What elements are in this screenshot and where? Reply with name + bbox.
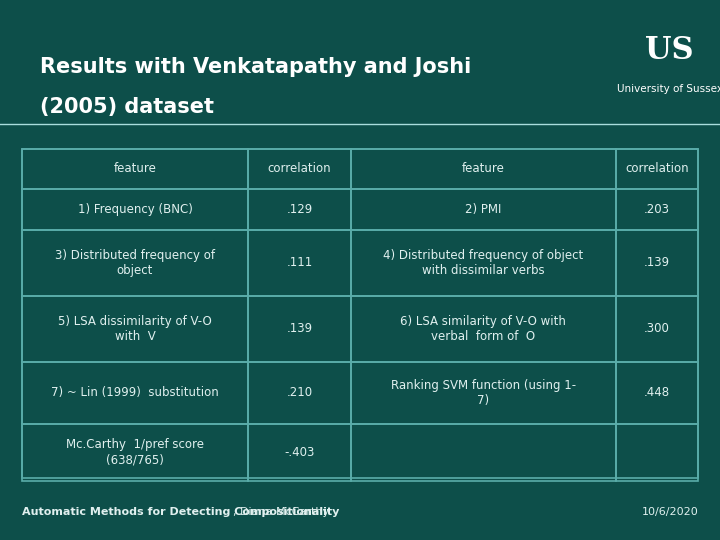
Text: feature: feature xyxy=(462,162,505,176)
Bar xyxy=(22,230,248,296)
Text: .300: .300 xyxy=(644,322,670,335)
Bar xyxy=(351,148,616,189)
Text: feature: feature xyxy=(114,162,156,176)
Text: , Diana McCarthy: , Diana McCarthy xyxy=(233,507,329,517)
Text: correlation: correlation xyxy=(625,162,689,176)
Text: .139: .139 xyxy=(644,256,670,269)
Bar xyxy=(616,230,698,296)
Text: 1) Frequency (BNC): 1) Frequency (BNC) xyxy=(78,203,192,216)
Bar xyxy=(351,230,616,296)
Bar xyxy=(616,296,698,362)
Bar xyxy=(351,362,616,424)
Text: 6) LSA similarity of V-O with
verbal  form of  O: 6) LSA similarity of V-O with verbal for… xyxy=(400,315,566,343)
Bar xyxy=(248,362,351,424)
Text: Ranking SVM function (using 1-
7): Ranking SVM function (using 1- 7) xyxy=(390,379,576,407)
Text: 5) LSA dissimilarity of V-O
with  V: 5) LSA dissimilarity of V-O with V xyxy=(58,315,212,343)
Bar xyxy=(248,424,351,481)
Bar xyxy=(248,296,351,362)
Bar xyxy=(22,148,248,189)
Bar xyxy=(22,424,248,481)
Bar xyxy=(22,189,248,230)
Text: Results with Venkatapathy and Joshi: Results with Venkatapathy and Joshi xyxy=(40,57,471,77)
Text: .203: .203 xyxy=(644,203,670,216)
Bar xyxy=(22,296,248,362)
Text: (2005) dataset: (2005) dataset xyxy=(40,97,214,117)
Text: .448: .448 xyxy=(644,386,670,400)
Bar xyxy=(248,230,351,296)
Text: 7) ~ Lin (1999)  substitution: 7) ~ Lin (1999) substitution xyxy=(51,386,219,400)
Text: 10/6/2020: 10/6/2020 xyxy=(642,507,698,517)
Text: US: US xyxy=(645,35,694,66)
Text: 4) Distributed frequency of object
with dissimilar verbs: 4) Distributed frequency of object with … xyxy=(383,249,583,277)
Bar xyxy=(22,148,698,478)
Text: -.403: -.403 xyxy=(284,446,315,459)
Text: .129: .129 xyxy=(287,203,312,216)
Bar xyxy=(351,296,616,362)
Bar xyxy=(616,362,698,424)
Bar xyxy=(351,424,616,481)
Bar xyxy=(616,189,698,230)
Text: Mc.Carthy  1/pref score
(638/765): Mc.Carthy 1/pref score (638/765) xyxy=(66,438,204,467)
Bar xyxy=(351,189,616,230)
Text: .111: .111 xyxy=(287,256,312,269)
Text: University of Sussex: University of Sussex xyxy=(616,84,720,94)
Text: 3) Distributed frequency of
object: 3) Distributed frequency of object xyxy=(55,249,215,277)
Text: .210: .210 xyxy=(287,386,312,400)
Bar xyxy=(616,148,698,189)
Bar xyxy=(248,148,351,189)
Text: .139: .139 xyxy=(287,322,312,335)
Bar xyxy=(616,424,698,481)
Text: 2) PMI: 2) PMI xyxy=(465,203,501,216)
Bar xyxy=(22,362,248,424)
Text: Automatic Methods for Detecting Compositionality: Automatic Methods for Detecting Composit… xyxy=(22,507,339,517)
Text: correlation: correlation xyxy=(268,162,331,176)
Bar xyxy=(248,189,351,230)
